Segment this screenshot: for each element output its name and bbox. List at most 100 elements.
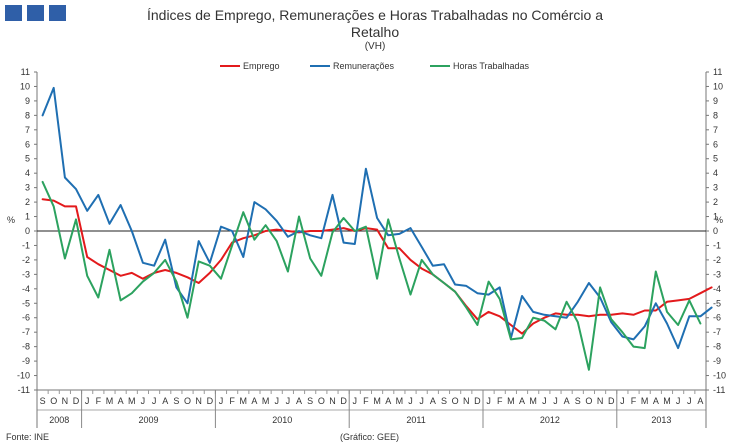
legend-label: Emprego — [243, 61, 280, 71]
month-label: F — [631, 396, 637, 406]
y-tick-label-right: -7 — [713, 327, 721, 337]
month-label: J — [408, 396, 413, 406]
y-tick-label-left: 1 — [25, 212, 30, 222]
month-label: O — [318, 396, 325, 406]
month-label: O — [50, 396, 57, 406]
chart-title-line2: Retalho — [350, 24, 400, 40]
month-label: D — [474, 396, 481, 406]
month-label: D — [207, 396, 214, 406]
month-label: D — [340, 396, 347, 406]
month-label: A — [564, 396, 570, 406]
y-tick-label-right: -4 — [713, 284, 721, 294]
y-tick-label-left: 2 — [25, 197, 30, 207]
month-label: S — [40, 396, 46, 406]
month-label: O — [184, 396, 191, 406]
y-tick-label-left: -11 — [18, 385, 30, 395]
y-tick-label-right: 2 — [713, 197, 718, 207]
month-label: A — [251, 396, 257, 406]
y-tick-label-right: -1 — [713, 240, 721, 250]
month-label: J — [676, 396, 681, 406]
month-label: J — [419, 396, 424, 406]
month-label: J — [687, 396, 692, 406]
month-label: J — [152, 396, 157, 406]
month-label: F — [363, 396, 369, 406]
month-label: D — [608, 396, 615, 406]
month-label: F — [96, 396, 102, 406]
y-tick-label-left: -8 — [22, 342, 30, 352]
y-tick-label-left: -9 — [22, 356, 30, 366]
y-tick-label-left: -6 — [22, 313, 30, 323]
y-tick-label-right: -8 — [713, 342, 721, 352]
year-label: 2013 — [651, 415, 671, 425]
y-tick-label-left: -10 — [17, 371, 30, 381]
y-tick-label-left: 3 — [25, 183, 30, 193]
month-label: M — [240, 396, 248, 406]
month-label: S — [307, 396, 313, 406]
month-label: S — [575, 396, 581, 406]
month-label: O — [452, 396, 459, 406]
month-label: J — [553, 396, 558, 406]
y-tick-label-left: 8 — [25, 110, 30, 120]
month-label: J — [141, 396, 146, 406]
year-label: 2011 — [406, 415, 425, 425]
month-label: J — [486, 396, 491, 406]
y-tick-label-right: 5 — [713, 154, 718, 164]
y-tick-label-left: -1 — [22, 240, 30, 250]
y-tick-label-left: 11 — [21, 67, 30, 77]
y-tick-label-left: 0 — [25, 226, 30, 236]
month-label: A — [296, 396, 302, 406]
month-label: M — [663, 396, 671, 406]
month-label: N — [329, 396, 336, 406]
month-label: J — [219, 396, 224, 406]
month-label: N — [597, 396, 604, 406]
y-tick-label-right: 11 — [713, 67, 722, 77]
y-tick-label-right: -10 — [713, 371, 726, 381]
month-label: M — [106, 396, 114, 406]
month-label: A — [653, 396, 659, 406]
month-label: F — [229, 396, 235, 406]
y-tick-label-right: 7 — [713, 125, 718, 135]
month-label: J — [286, 396, 291, 406]
y-tick-label-right: 6 — [713, 139, 718, 149]
y-tick-label-left: 4 — [25, 168, 30, 178]
y-tick-label-right: 9 — [713, 96, 718, 106]
month-label: A — [430, 396, 436, 406]
y-tick-label-right: -6 — [713, 313, 721, 323]
month-label: J — [542, 396, 547, 406]
month-label: F — [497, 396, 503, 406]
y-tick-label-left: 10 — [20, 81, 30, 91]
year-label: 2008 — [49, 415, 69, 425]
y-tick-label-right: -2 — [713, 255, 721, 265]
series-line-horas-trabalhadas — [41, 180, 702, 371]
month-label: M — [529, 396, 537, 406]
y-tick-label-left: -5 — [22, 298, 30, 308]
year-label: 2009 — [138, 415, 158, 425]
y-tick-label-right: 8 — [713, 110, 718, 120]
legend-label: Horas Trabalhadas — [453, 61, 530, 71]
month-label: M — [373, 396, 381, 406]
month-label: M — [262, 396, 270, 406]
y-tick-label-left: 5 — [25, 154, 30, 164]
y-tick-label-left: -4 — [22, 284, 30, 294]
y-tick-label-left: 9 — [25, 96, 30, 106]
month-label: M — [128, 396, 136, 406]
month-label: A — [697, 396, 703, 406]
month-label: N — [62, 396, 69, 406]
y-tick-label-left: 7 — [25, 125, 30, 135]
y-tick-label-right: 0 — [713, 226, 718, 236]
y-tick-label-right: -5 — [713, 298, 721, 308]
month-label: M — [396, 396, 404, 406]
y-tick-label-left: -3 — [22, 269, 30, 279]
month-label: M — [641, 396, 649, 406]
y-tick-label-right: -3 — [713, 269, 721, 279]
year-label: 2012 — [540, 415, 560, 425]
month-label: J — [85, 396, 90, 406]
logo-block-3 — [49, 5, 66, 21]
y-tick-label-right: 4 — [713, 168, 718, 178]
month-label: M — [507, 396, 515, 406]
month-label: D — [73, 396, 80, 406]
month-label: A — [519, 396, 525, 406]
y-tick-label-left: -2 — [22, 255, 30, 265]
month-label: J — [353, 396, 358, 406]
